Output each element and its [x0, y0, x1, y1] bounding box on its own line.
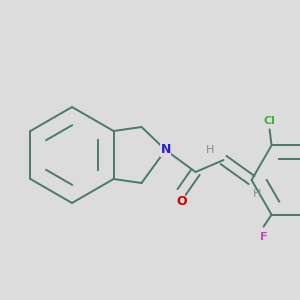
Text: H: H: [252, 189, 261, 199]
Text: F: F: [260, 232, 267, 242]
Text: O: O: [176, 196, 187, 208]
Text: N: N: [160, 143, 171, 157]
Text: H: H: [206, 145, 214, 155]
Text: Cl: Cl: [264, 116, 275, 126]
